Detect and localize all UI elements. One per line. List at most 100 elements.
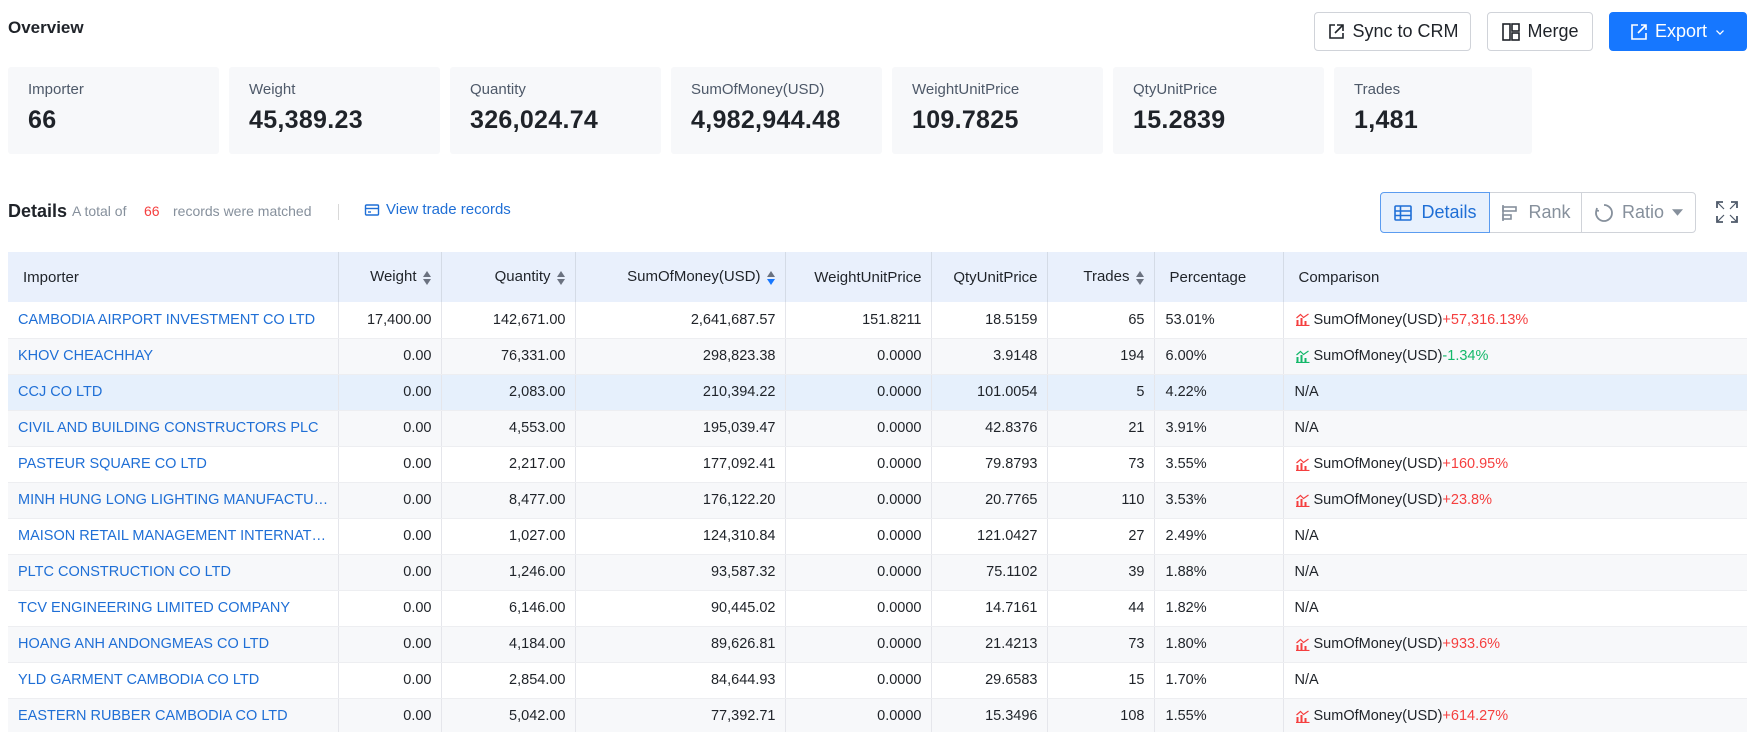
trend-up-icon <box>1295 494 1310 507</box>
col-weight[interactable]: Weight <box>338 252 442 302</box>
stat-card-importer: Importer 66 <box>8 67 219 154</box>
table-row: EASTERN RUBBER CAMBODIA CO LTD 0.00 5,042.… <box>8 698 1747 732</box>
trend-down-icon <box>1295 350 1310 363</box>
importer-link[interactable]: CAMBODIA AIRPORT INVESTMENT CO LTD <box>8 302 339 339</box>
importer-link[interactable]: EASTERN RUBBER CAMBODIA CO LTD <box>8 698 339 732</box>
comparison-change: +614.27% <box>1442 708 1509 724</box>
comparison-label: SumOfMoney(USD) <box>1313 348 1443 364</box>
cell-quantity: 2,083.00 <box>441 374 576 411</box>
table-row: CAMBODIA AIRPORT INVESTMENT CO LTD 17,400… <box>8 302 1747 339</box>
cell-trades: 108 <box>1047 698 1155 732</box>
cell-comparison: SumOfMoney(USD)+614.27% <box>1283 698 1747 732</box>
details-title: Details <box>8 201 68 221</box>
stat-value: 45,389.23 <box>249 106 363 134</box>
cell-percentage: 53.01% <box>1154 302 1284 339</box>
col-percentage: Percentage <box>1154 252 1284 302</box>
cell-weight: 0.00 <box>338 446 442 483</box>
cell-qtyunitprice: 42.8376 <box>931 410 1048 447</box>
col-quantity[interactable]: Quantity <box>441 252 576 302</box>
cell-qtyunitprice: 3.9148 <box>931 338 1048 375</box>
cell-weightunitprice: 151.8211 <box>785 302 932 339</box>
importer-link[interactable]: PASTEUR SQUARE CO LTD <box>8 446 339 483</box>
cell-quantity: 8,477.00 <box>441 482 576 519</box>
cell-trades: 27 <box>1047 518 1155 555</box>
comparison-label: SumOfMoney(USD) <box>1313 636 1443 652</box>
comparison-change: -1.34% <box>1442 348 1489 364</box>
cell-quantity: 142,671.00 <box>441 302 576 339</box>
importer-link[interactable]: YLD GARMENT CAMBODIA CO LTD <box>8 662 339 699</box>
table-row: MAISON RETAIL MANAGEMENT INTERNATIONAL .… <box>8 518 1747 555</box>
cell-weight: 17,400.00 <box>338 302 442 339</box>
stat-value: 109.7825 <box>912 106 1019 134</box>
stat-card-sumofmoney: SumOfMoney(USD) 4,982,944.48 <box>671 67 882 154</box>
stat-value: 66 <box>28 106 57 134</box>
cell-percentage: 2.49% <box>1154 518 1284 555</box>
col-sumofmoney[interactable]: SumOfMoney(USD) <box>575 252 786 302</box>
cell-qtyunitprice: 14.7161 <box>931 590 1048 627</box>
importer-link[interactable]: HOANG ANH ANDONGMEAS CO LTD <box>8 626 339 663</box>
comparison-label: N/A <box>1294 528 1319 544</box>
cell-percentage: 1.55% <box>1154 698 1284 732</box>
cell-comparison: N/A <box>1283 554 1747 591</box>
details-table: Importer Weight Quantity SumOfMoney(USD)… <box>8 252 1747 732</box>
cell-comparison: N/A <box>1283 590 1747 627</box>
trend-up-icon <box>1295 313 1310 327</box>
table-header-row: Importer Weight Quantity SumOfMoney(USD)… <box>8 252 1747 302</box>
table-row: KHOV CHEACHHAY 0.00 76,331.00 298,823.38 0.0… <box>8 338 1747 375</box>
cell-quantity: 6,146.00 <box>441 590 576 627</box>
cell-sumofmoney: 90,445.02 <box>575 590 786 627</box>
importer-link[interactable]: CIVIL AND BUILDING CONSTRUCTORS PLC <box>8 410 339 447</box>
stat-value: 1,481 <box>1354 106 1419 134</box>
sync-to-crm-button[interactable]: Sync to CRM <box>1314 12 1471 51</box>
view-details-label: Details <box>1421 202 1477 222</box>
stat-value: 4,982,944.48 <box>691 106 841 134</box>
cell-quantity: 2,217.00 <box>441 446 576 483</box>
importer-link[interactable]: PLTC CONSTRUCTION CO LTD <box>8 554 339 591</box>
cell-weight: 0.00 <box>338 374 442 411</box>
ratio-ring-icon <box>1595 203 1613 222</box>
importer-link[interactable]: MINH HUNG LONG LIGHTING MANUFACTURE CO L… <box>8 482 339 519</box>
importer-link[interactable]: CCJ CO LTD <box>8 374 339 411</box>
importer-link[interactable]: TCV ENGINEERING LIMITED COMPANY <box>8 590 339 627</box>
divider <box>338 204 339 220</box>
rank-bar-icon <box>1502 204 1518 221</box>
cell-weightunitprice: 0.0000 <box>785 698 932 732</box>
merge-button[interactable]: Merge <box>1487 12 1593 51</box>
col-importer: Importer <box>8 252 339 302</box>
view-trade-records-link[interactable]: View trade records <box>364 201 511 218</box>
cell-sumofmoney: 195,039.47 <box>575 410 786 447</box>
export-icon <box>1631 23 1647 40</box>
table-row: CCJ CO LTD 0.00 2,083.00 210,394.22 0.0000 10… <box>8 374 1747 411</box>
cell-weightunitprice: 0.0000 <box>785 446 932 483</box>
merge-icon <box>1502 22 1521 41</box>
sort-desc-icon[interactable] <box>766 270 776 286</box>
sort-icon[interactable] <box>422 270 432 286</box>
cell-trades: 194 <box>1047 338 1155 375</box>
view-ratio-tab[interactable]: Ratio <box>1581 192 1696 233</box>
stat-card-weight: Weight 45,389.23 <box>229 67 440 154</box>
stat-value: 15.2839 <box>1133 106 1226 134</box>
cell-sumofmoney: 298,823.38 <box>575 338 786 375</box>
view-rank-tab[interactable]: Rank <box>1489 192 1582 233</box>
fullscreen-icon[interactable] <box>1714 199 1740 225</box>
cell-weightunitprice: 0.0000 <box>785 410 932 447</box>
cell-sumofmoney: 89,626.81 <box>575 626 786 663</box>
cell-percentage: 6.00% <box>1154 338 1284 375</box>
table-row: PASTEUR SQUARE CO LTD 0.00 2,217.00 177,092… <box>8 446 1747 483</box>
comparison-label: N/A <box>1294 420 1319 436</box>
importer-link[interactable]: KHOV CHEACHHAY <box>8 338 339 375</box>
stat-label: Importer <box>28 81 84 98</box>
col-trades[interactable]: Trades <box>1047 252 1155 302</box>
stat-label: Trades <box>1354 81 1401 98</box>
view-details-tab[interactable]: Details <box>1380 192 1490 233</box>
cell-quantity: 5,042.00 <box>441 698 576 732</box>
cell-qtyunitprice: 29.6583 <box>931 662 1048 699</box>
comparison-change: +933.6% <box>1442 636 1501 652</box>
importer-link[interactable]: MAISON RETAIL MANAGEMENT INTERNATIONAL .… <box>8 518 339 555</box>
cell-weightunitprice: 0.0000 <box>785 626 932 663</box>
export-button[interactable]: Export <box>1609 12 1747 51</box>
table-row: PLTC CONSTRUCTION CO LTD 0.00 1,246.00 93,5… <box>8 554 1747 591</box>
cell-weight: 0.00 <box>338 626 442 663</box>
sort-icon[interactable] <box>556 270 566 286</box>
sort-icon[interactable] <box>1135 270 1145 286</box>
